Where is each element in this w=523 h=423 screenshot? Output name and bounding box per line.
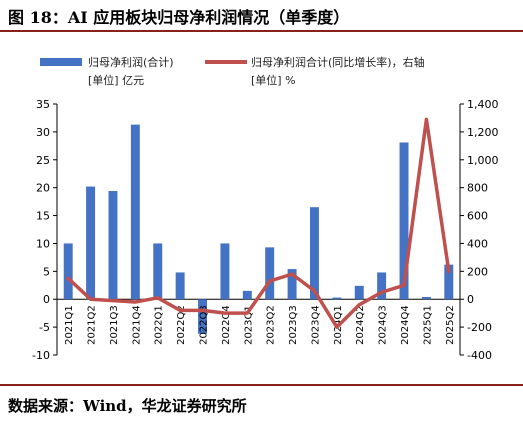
right-tick-label: -200	[467, 321, 492, 334]
growth-point-2022Q2	[178, 308, 182, 312]
right-tick-label: 1,200	[467, 126, 499, 139]
x-tick-label-2023Q4: 2023Q4	[310, 305, 321, 345]
growth-point-2025Q1	[424, 117, 428, 121]
growth-point-2021Q4	[133, 300, 137, 304]
bar-2022Q1	[153, 243, 163, 300]
bar-2022Q4	[220, 243, 230, 300]
bar-2022Q3	[198, 299, 208, 334]
bar-2023Q4	[309, 207, 319, 300]
legend-bar-unit: [单位] 亿元	[88, 74, 145, 87]
x-tick-label-2021Q2: 2021Q2	[87, 305, 98, 345]
bar-2023Q2	[265, 247, 275, 300]
x-tick-label-2021Q3: 2021Q3	[109, 305, 120, 345]
right-tick-label: 600	[467, 210, 488, 223]
x-tick-label-2022Q1: 2022Q1	[154, 305, 165, 345]
bar-2024Q1	[332, 297, 342, 300]
x-tick-label-2024Q4: 2024Q4	[400, 305, 411, 345]
left-tick-label: -10	[32, 349, 50, 362]
left-tick-label: 10	[36, 237, 50, 250]
growth-point-2021Q2	[89, 297, 93, 301]
bar-2024Q3	[377, 272, 387, 300]
bar-2025Q2	[444, 264, 454, 300]
x-tick-label-2021Q4: 2021Q4	[131, 305, 142, 345]
title-rule	[0, 30, 523, 32]
x-tick-label-2022Q2: 2022Q2	[176, 305, 187, 345]
left-tick-label: 25	[36, 154, 50, 167]
x-tick-label-2024Q2: 2024Q2	[355, 305, 366, 345]
left-tick-label: 20	[36, 182, 50, 195]
growth-point-2022Q4	[223, 311, 227, 315]
bar-2025Q1	[421, 296, 431, 300]
growth-point-2022Q3	[201, 308, 205, 312]
x-tick-label-2025Q1: 2025Q1	[422, 305, 433, 345]
growth-point-2025Q2	[447, 269, 451, 273]
growth-point-2024Q3	[380, 290, 384, 294]
left-tick-label: 5	[43, 265, 50, 278]
bar-2021Q3	[108, 191, 118, 300]
x-tick-label-2023Q1: 2023Q1	[243, 305, 254, 345]
bar-2024Q4	[399, 142, 409, 300]
chart-title: 图 18：AI 应用板块归母净利润情况（单季度）	[8, 8, 350, 27]
growth-point-2024Q4	[402, 283, 406, 287]
legend-line-label: 归母净利润合计(同比增长率)，右轴	[251, 56, 425, 69]
right-tick-label: 1,400	[467, 98, 499, 111]
growth-point-2024Q2	[357, 303, 361, 307]
legend-line-unit: [单位] %	[251, 74, 296, 87]
left-tick-label: -5	[39, 321, 50, 334]
right-tick-label: 800	[467, 182, 488, 195]
right-tick-label: 1,000	[467, 154, 499, 167]
legend-line-swatch	[205, 60, 247, 64]
legend-bar-swatch	[40, 58, 82, 66]
growth-point-2023Q2	[268, 279, 272, 283]
bar-2024Q2	[354, 285, 364, 300]
growth-point-2023Q4	[312, 289, 316, 293]
growth-point-2023Q3	[290, 272, 294, 276]
x-tick-label-2022Q4: 2022Q4	[221, 305, 232, 345]
x-tick-label-2024Q3: 2024Q3	[378, 305, 389, 345]
growth-point-2021Q3	[111, 299, 115, 303]
source-note: 数据来源：Wind，华龙证券研究所	[8, 397, 247, 415]
bar-2021Q4	[130, 124, 140, 300]
right-tick-label: 200	[467, 265, 488, 278]
source-rule	[0, 384, 523, 386]
x-tick-label-2022Q3: 2022Q3	[199, 305, 210, 345]
growth-point-2021Q1	[66, 276, 70, 280]
right-tick-label: 0	[467, 293, 474, 306]
right-tick-label: -400	[467, 349, 492, 362]
bar-2023Q1	[242, 290, 252, 300]
left-tick-label: 15	[36, 210, 50, 223]
bar-2022Q2	[175, 272, 185, 300]
growth-point-2022Q1	[156, 296, 160, 300]
bar-2021Q2	[86, 186, 96, 300]
x-tick-label-2025Q2: 2025Q2	[445, 305, 456, 345]
growth-rate-line	[66, 117, 451, 329]
x-tick-label-2023Q3: 2023Q3	[288, 305, 299, 345]
left-tick-label: 35	[36, 98, 50, 111]
right-tick-label: 400	[467, 237, 488, 250]
legend-bar-label: 归母净利润(合计)	[88, 56, 174, 69]
growth-point-2024Q1	[335, 325, 339, 329]
x-tick-label-2023Q2: 2023Q2	[266, 305, 277, 345]
left-tick-label: 0	[43, 293, 50, 306]
bar-2021Q1	[63, 243, 73, 300]
x-tick-label-2021Q1: 2021Q1	[64, 305, 75, 345]
growth-point-2023Q1	[245, 311, 249, 315]
bar-2023Q3	[287, 269, 297, 300]
left-tick-label: 30	[36, 126, 50, 139]
